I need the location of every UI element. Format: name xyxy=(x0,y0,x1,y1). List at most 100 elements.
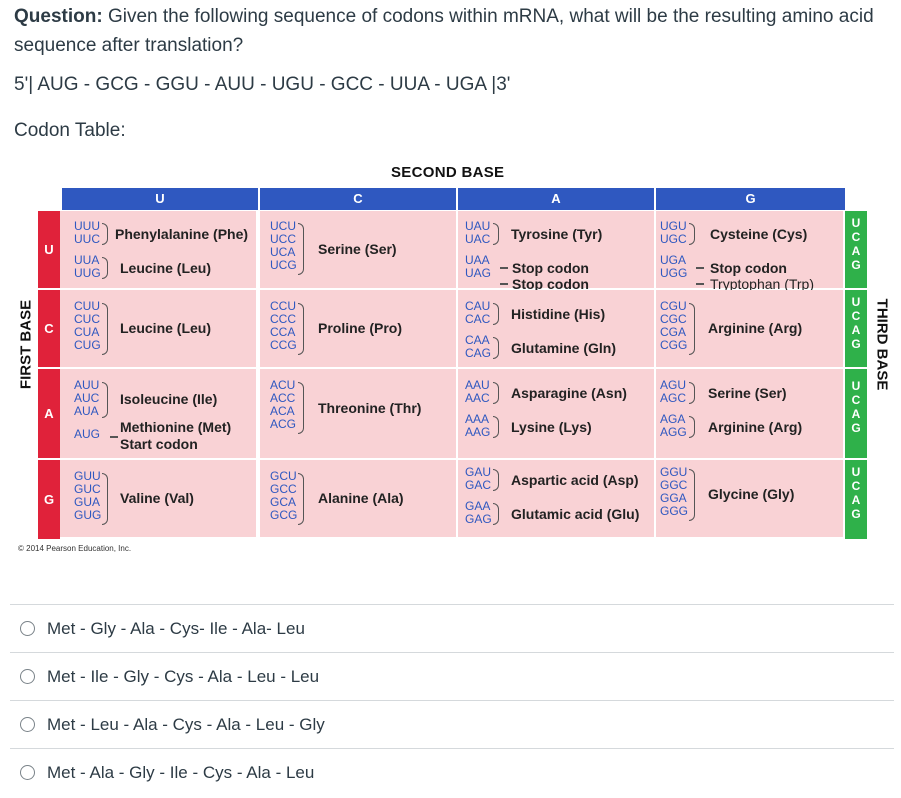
amino-acid-label: Stop codon xyxy=(512,276,589,292)
third-letter: G xyxy=(851,421,861,435)
row-header-g: G xyxy=(38,460,60,539)
codon: CAU xyxy=(465,299,491,313)
radio-button[interactable] xyxy=(20,621,35,636)
answer-options: Met - Gly - Ala - Cys- Ile - Ala- Leu Me… xyxy=(10,604,894,796)
codon: CAG xyxy=(465,346,492,360)
amino-acid-label: Tyrosine (Tyr) xyxy=(511,226,603,242)
third-letter: C xyxy=(851,479,861,493)
brace xyxy=(102,382,108,418)
codon: UCG xyxy=(270,258,297,272)
codon: UUC xyxy=(74,232,100,246)
codon: CGU xyxy=(660,299,687,313)
brace xyxy=(102,303,108,355)
codon: GUC xyxy=(74,482,101,496)
amino-acid-label: Serine (Ser) xyxy=(318,241,397,257)
codon: UGG xyxy=(660,266,688,280)
codon-list: CGU CGC CGA CGG xyxy=(660,300,687,352)
codon: CAC xyxy=(465,312,491,326)
answer-option[interactable]: Met - Ile - Gly - Cys - Ala - Leu - Leu xyxy=(10,652,894,700)
brace xyxy=(689,416,695,438)
codon: UAA xyxy=(465,253,490,267)
third-letter: U xyxy=(851,465,861,479)
third-letter: U xyxy=(851,216,861,230)
codon: AGU xyxy=(660,378,687,392)
codon: AGA xyxy=(660,412,686,426)
brace xyxy=(689,469,695,521)
brace xyxy=(298,223,304,275)
column-header-c: C xyxy=(260,188,456,210)
brace xyxy=(102,223,108,245)
codon: AUG xyxy=(74,427,101,441)
column-header-g: G xyxy=(656,188,845,210)
codon: CCU xyxy=(270,299,296,313)
amino-acid-label: Alanine (Ala) xyxy=(318,490,404,506)
amino-acid-label: Isoleucine (Ile) xyxy=(120,391,218,407)
brace xyxy=(102,473,108,525)
codon: UAG xyxy=(465,266,492,280)
amino-acid-label: Phenylalanine (Phe) xyxy=(115,226,249,242)
amino-acid-label: Threonine (Thr) xyxy=(318,400,422,416)
cell-ga: GAU GAC GAA GAG Aspartic acid (Asp) Glut… xyxy=(458,460,656,539)
codon: ACU xyxy=(270,378,296,392)
cell-cg: CGU CGC CGA CGG Arginine (Arg) xyxy=(656,290,845,369)
cell-ug: UGU UGC UGA UGG Cysteine (Cys) Stop codo… xyxy=(656,211,845,292)
row-header-a: A xyxy=(38,369,60,458)
amino-acid-label: Histidine (His) xyxy=(511,306,606,322)
codon: ACA xyxy=(270,404,295,418)
codon-list: CCU CCC CCA CCG xyxy=(270,300,297,352)
brace xyxy=(689,223,695,245)
dash xyxy=(500,267,508,269)
brace xyxy=(298,303,304,355)
codon: GCG xyxy=(270,508,298,522)
answer-option[interactable]: Met - Gly - Ala - Cys- Ile - Ala- Leu xyxy=(10,604,894,652)
answer-option[interactable]: Met - Ala - Gly - Ile - Cys - Ala - Leu xyxy=(10,748,894,796)
codon: CUC xyxy=(74,312,100,326)
codon: GAC xyxy=(465,478,492,492)
cell-ua: UAU UAC UAA UAG Tyrosine (Tyr) Stop codo… xyxy=(458,211,656,292)
amino-acid-label: Valine (Val) xyxy=(120,490,194,506)
codon: CGC xyxy=(660,312,687,326)
brace xyxy=(493,223,499,245)
third-letter: A xyxy=(851,407,861,421)
brace xyxy=(493,503,499,525)
codon: AGC xyxy=(660,391,687,405)
codon-list: ACU ACC ACA ACG xyxy=(270,379,296,431)
radio-button[interactable] xyxy=(20,669,35,684)
brace xyxy=(493,303,499,325)
codon: CAA xyxy=(465,333,490,347)
third-letter: U xyxy=(851,295,861,309)
codon-list: UCU UCC UCA UCG xyxy=(270,220,297,272)
codon: UAU xyxy=(465,219,491,233)
codon: CCC xyxy=(270,312,296,326)
codon-list: GGU GGC GGA GGG xyxy=(660,466,688,518)
third-base-column-u: U C A G xyxy=(845,211,867,288)
codon-list: UAU UAC UAA UAG xyxy=(465,220,491,280)
cell-ac: ACU ACC ACA ACG Threonine (Thr) xyxy=(260,369,458,460)
codon: CUA xyxy=(74,325,100,339)
radio-button[interactable] xyxy=(20,765,35,780)
third-letter: G xyxy=(851,507,861,521)
cell-cc: CCU CCC CCA CCG Proline (Pro) xyxy=(260,290,458,369)
third-letter: U xyxy=(851,379,861,393)
answer-option[interactable]: Met - Leu - Ala - Cys - Ala - Leu - Gly xyxy=(10,700,894,748)
codon: AUA xyxy=(74,404,99,418)
third-letter: A xyxy=(851,323,861,337)
cell-aa: AAU AAC AAA AAG Asparagine (Asn) Lysine … xyxy=(458,369,656,460)
codon: UCA xyxy=(270,245,296,259)
brace xyxy=(298,382,304,434)
brace xyxy=(689,382,695,404)
third-letter: A xyxy=(851,493,861,507)
codon: CGG xyxy=(660,338,688,352)
question-body: Given the following sequence of codons w… xyxy=(14,6,874,56)
codon-list: GCU GCC GCA GCG xyxy=(270,470,297,522)
codon: CCA xyxy=(270,325,296,339)
amino-acid-label: Methionine (Met) xyxy=(120,419,232,435)
row-header-u: U xyxy=(38,211,60,288)
codon: GUU xyxy=(74,469,101,483)
codon: AUU xyxy=(74,378,100,392)
codon: AAC xyxy=(465,391,490,405)
third-letter: G xyxy=(851,258,861,272)
third-base-column-c: U C A G xyxy=(845,290,867,367)
radio-button[interactable] xyxy=(20,717,35,732)
third-letter: C xyxy=(851,309,861,323)
